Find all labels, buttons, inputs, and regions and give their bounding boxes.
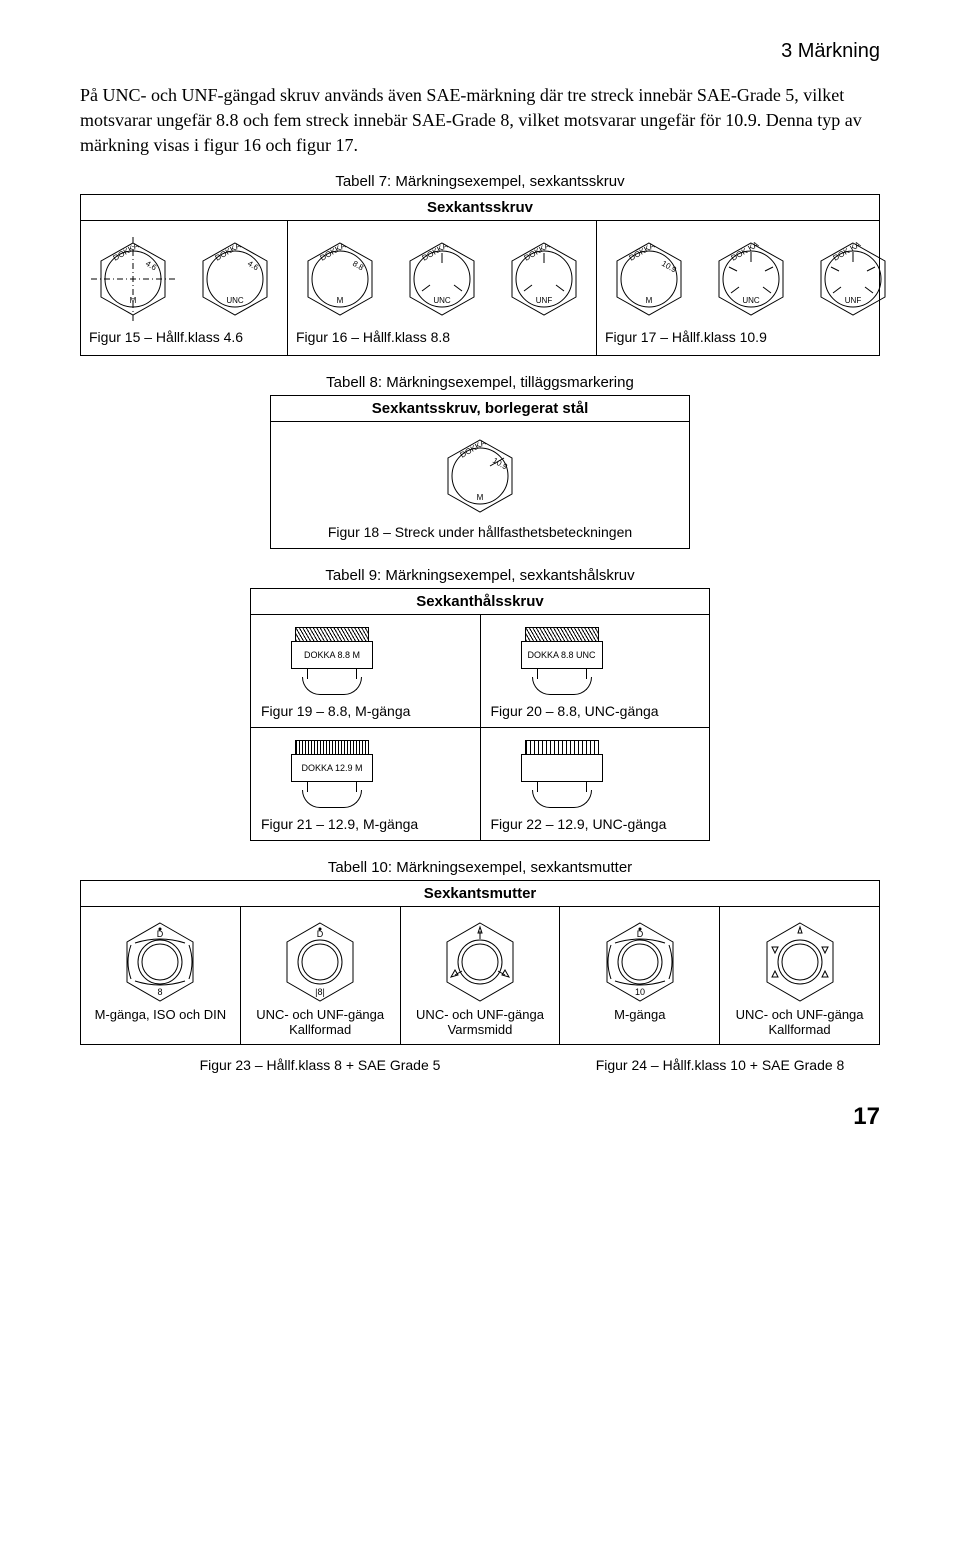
figure-caption: Figur 19 – 8.8, M-gänga — [257, 701, 474, 719]
socket-screw: DOKKA 12.9 M — [257, 740, 407, 808]
hex-bolt: DOKKA 4.6 UNC — [193, 237, 277, 321]
intro-paragraph: På UNC- och UNF-gängad skruv används äve… — [80, 83, 880, 159]
table9-caption: Tabell 9: Märkningsexempel, sexkantshåls… — [80, 567, 880, 584]
svg-text:10.9: 10.9 — [660, 259, 678, 275]
nut-caption: UNC- och UNF-gängaVarmsmidd — [405, 1007, 556, 1038]
figure18-caption: Figur 18 – Streck under hållfasthetsbete… — [271, 522, 689, 548]
hex-bolt: DOKKA 8.8 M — [298, 237, 382, 321]
hex-nut: D 8 — [115, 917, 205, 1007]
svg-text:UNF: UNF — [536, 296, 553, 305]
hex-bolt: DOK KA UNF — [811, 237, 895, 321]
svg-text:D: D — [157, 929, 164, 939]
figure-caption: Figur 17 – Hållf.klass 10.9 — [601, 327, 901, 345]
table9-header: Sexkanthålsskruv — [251, 589, 709, 615]
svg-text:UNC: UNC — [226, 296, 244, 305]
svg-text:M: M — [130, 296, 137, 305]
figure-caption: Figur 16 – Hållf.klass 8.8 — [292, 327, 592, 345]
nut-caption: UNC- och UNF-gängaKallformad — [724, 1007, 875, 1038]
table10: Sexkantsmutter D 8 M-gänga, ISO och DIN … — [80, 880, 880, 1045]
hex-bolt: DOKKA UNC — [400, 237, 484, 321]
socket-screw: DOKKA 8.8 UNC — [487, 627, 637, 695]
hex-bolt: DOK KA UNC — [709, 237, 793, 321]
svg-text:4.6: 4.6 — [144, 259, 159, 273]
section-header: 3 Märkning — [80, 40, 880, 63]
hex-bolt: DOKKA 10.9 M — [438, 434, 522, 518]
hex-nut: D 10 — [595, 917, 685, 1007]
svg-text:UNC: UNC — [433, 296, 451, 305]
socket-screw: DOKKA 8.8 M — [257, 627, 407, 695]
table7-header: Sexkantsskruv — [81, 195, 879, 221]
svg-text:D: D — [637, 929, 644, 939]
hex-nut — [435, 917, 525, 1007]
page-number: 17 — [80, 1103, 880, 1131]
svg-text:M: M — [646, 296, 653, 305]
table10-header: Sexkantsmutter — [81, 881, 879, 907]
svg-text:|8|: |8| — [315, 987, 325, 997]
table8-caption: Tabell 8: Märkningsexempel, tilläggsmark… — [80, 374, 880, 391]
socket-screw — [487, 740, 637, 808]
table7-caption: Tabell 7: Märkningsexempel, sexkantsskru… — [80, 173, 880, 190]
hex-nut — [755, 917, 845, 1007]
table7: Sexkantsskruv DOKKA 4.6 M DOKKA 4.6 UNC … — [80, 194, 880, 356]
figure-caption: Figur 20 – 8.8, UNC-gänga — [487, 701, 704, 719]
svg-text:UNF: UNF — [845, 296, 862, 305]
hex-bolt: DOKKA UNF — [502, 237, 586, 321]
nut-caption: M-gänga, ISO och DIN — [85, 1007, 236, 1023]
hex-bolt: DOKKA 10.9 M — [607, 237, 691, 321]
figure-caption: Figur 15 – Hållf.klass 4.6 — [85, 327, 283, 345]
figure23-caption: Figur 23 – Hållf.klass 8 + SAE Grade 5 — [80, 1057, 560, 1073]
figure-caption: Figur 21 – 12.9, M-gänga — [257, 814, 474, 832]
svg-text:10: 10 — [635, 987, 645, 997]
svg-text:8: 8 — [158, 987, 163, 997]
svg-text:4.6: 4.6 — [246, 259, 261, 273]
hex-nut: D |8| — [275, 917, 365, 1007]
svg-text:M: M — [477, 493, 484, 502]
svg-text:UNC: UNC — [742, 296, 760, 305]
hex-bolt: DOKKA 4.6 M — [91, 237, 175, 321]
figure-caption: Figur 22 – 12.9, UNC-gänga — [487, 814, 704, 832]
svg-text:M: M — [337, 296, 344, 305]
table8: Sexkantsskruv, borlegerat stål DOKKA 10.… — [270, 395, 690, 549]
table8-header: Sexkantsskruv, borlegerat stål — [271, 396, 689, 422]
svg-text:D: D — [317, 929, 324, 939]
table9: Sexkanthålsskruv DOKKA 8.8 M Figur 19 – … — [250, 588, 710, 841]
nut-caption: UNC- och UNF-gängaKallformad — [245, 1007, 396, 1038]
nut-caption: M-gänga — [564, 1007, 715, 1023]
figure24-caption: Figur 24 – Hållf.klass 10 + SAE Grade 8 — [560, 1057, 880, 1073]
svg-text:8.8: 8.8 — [351, 259, 366, 273]
table10-caption: Tabell 10: Märkningsexempel, sexkantsmut… — [80, 859, 880, 876]
